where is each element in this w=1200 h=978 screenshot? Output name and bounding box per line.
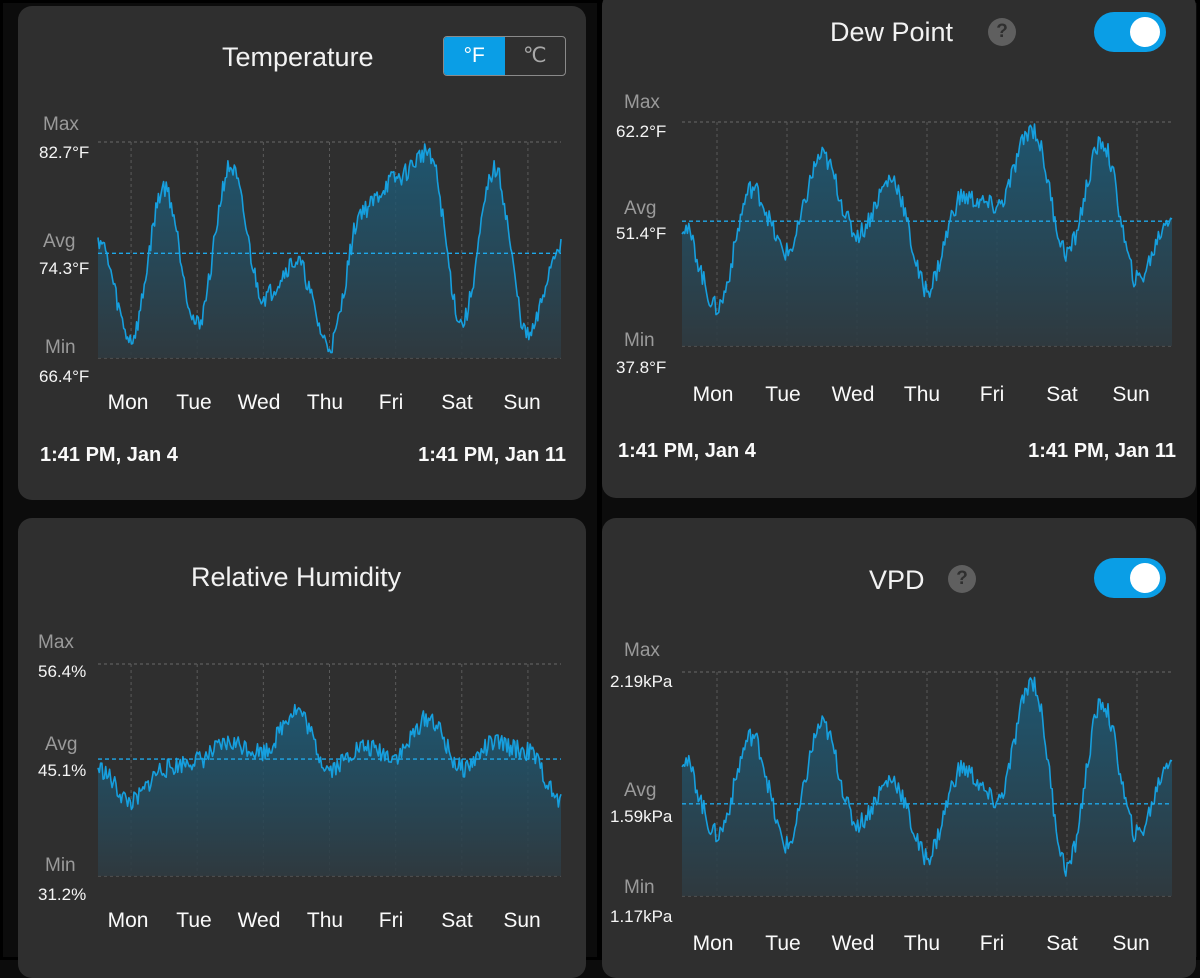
- day-label: Wed: [237, 391, 281, 414]
- dew-point-toggle[interactable]: [1094, 12, 1166, 52]
- max-value: 56.4%: [38, 662, 87, 681]
- series-area: [98, 144, 561, 358]
- day-label: Sun: [1112, 932, 1150, 955]
- max-label: Max: [624, 640, 660, 661]
- relative-humidity-panel: Relative Humidity Max 56.4% Avg 45.1% Mi…: [18, 518, 586, 978]
- avg-label: Avg: [45, 734, 78, 755]
- dew-point-title: Dew Point: [830, 17, 954, 47]
- min-value: 1.17kPa: [610, 907, 673, 926]
- day-label: Tue: [765, 383, 801, 406]
- day-label: Thu: [903, 932, 941, 955]
- humidity-title: Relative Humidity: [191, 562, 402, 592]
- temperature-chart: [97, 141, 562, 359]
- max-value: 62.2°F: [616, 122, 667, 141]
- day-label: Sat: [441, 391, 473, 414]
- humidity-chart: [97, 663, 562, 877]
- temperature-panel: Temperature °F ℃ Max 82.7°F Avg 74.3°F M…: [18, 6, 586, 500]
- day-label: Tue: [765, 932, 801, 955]
- series-area: [682, 677, 1172, 896]
- day-label: Mon: [107, 909, 149, 932]
- day-label: Tue: [176, 909, 212, 932]
- vpd-title: VPD: [869, 565, 925, 595]
- unit-switch[interactable]: °F ℃: [443, 36, 566, 76]
- day-label: Sat: [1046, 932, 1078, 955]
- min-label: Min: [45, 855, 76, 876]
- series-line: [97, 143, 562, 354]
- temperature-title: Temperature: [222, 42, 374, 72]
- min-label: Min: [624, 877, 655, 898]
- toggle-knob: [1130, 17, 1160, 47]
- series-line: [97, 703, 562, 811]
- avg-label: Avg: [624, 198, 657, 219]
- series-area: [682, 124, 1172, 346]
- help-icon[interactable]: ?: [948, 565, 976, 593]
- day-label: Wed: [831, 932, 875, 955]
- day-label: Mon: [692, 383, 734, 406]
- avg-value: 45.1%: [38, 761, 87, 780]
- max-value: 82.7°F: [39, 143, 90, 162]
- min-value: 66.4°F: [39, 367, 90, 386]
- day-label: Fri: [979, 932, 1005, 955]
- day-label: Sun: [503, 909, 541, 932]
- max-label: Max: [38, 632, 74, 653]
- day-label: Sun: [503, 391, 541, 414]
- celsius-button[interactable]: ℃: [522, 44, 547, 67]
- series-line: [681, 676, 1173, 877]
- vpd-toggle[interactable]: [1094, 558, 1166, 598]
- day-label: Thu: [306, 391, 344, 414]
- fahrenheit-button[interactable]: °F: [444, 37, 505, 75]
- avg-value: 1.59kPa: [610, 807, 673, 826]
- avg-value: 74.3°F: [39, 259, 90, 278]
- day-label: Thu: [903, 383, 941, 406]
- day-label: Sun: [1112, 383, 1150, 406]
- min-value: 31.2%: [38, 885, 87, 904]
- day-label: Tue: [176, 391, 212, 414]
- help-icon[interactable]: ?: [988, 18, 1016, 46]
- max-label: Max: [624, 92, 660, 113]
- day-label: Wed: [237, 909, 281, 932]
- day-label: Thu: [306, 909, 344, 932]
- series-area: [98, 704, 561, 876]
- range-start: 1:41 PM, Jan 4: [40, 444, 178, 466]
- day-label: Sat: [1046, 383, 1078, 406]
- avg-value: 51.4°F: [616, 224, 667, 243]
- day-label: Sat: [441, 909, 473, 932]
- day-label: Mon: [692, 932, 734, 955]
- day-label: Fri: [378, 909, 404, 932]
- vpd-panel: VPD ? Max 2.19kPa Avg 1.59kPa Min 1.17kP…: [602, 518, 1196, 978]
- max-label: Max: [43, 114, 79, 135]
- day-label: Fri: [378, 391, 404, 414]
- toggle-knob: [1130, 563, 1160, 593]
- day-label: Fri: [979, 383, 1005, 406]
- min-label: Min: [45, 337, 76, 358]
- range-start: 1:41 PM, Jan 4: [618, 440, 756, 462]
- avg-label: Avg: [624, 780, 657, 801]
- vpd-chart: [681, 671, 1173, 897]
- range-end: 1:41 PM, Jan 11: [1028, 440, 1176, 462]
- min-value: 37.8°F: [616, 358, 667, 377]
- series-line: [681, 123, 1173, 316]
- min-label: Min: [624, 330, 655, 351]
- dew-point-chart: [681, 121, 1173, 347]
- dew-point-panel: Dew Point ? Max 62.2°F Avg 51.4°F Min 37…: [602, 0, 1196, 498]
- column-divider: [597, 0, 602, 960]
- range-end: 1:41 PM, Jan 11: [418, 444, 566, 466]
- day-label: Mon: [107, 391, 149, 414]
- max-value: 2.19kPa: [610, 672, 673, 691]
- day-label: Wed: [831, 383, 875, 406]
- avg-label: Avg: [43, 231, 76, 252]
